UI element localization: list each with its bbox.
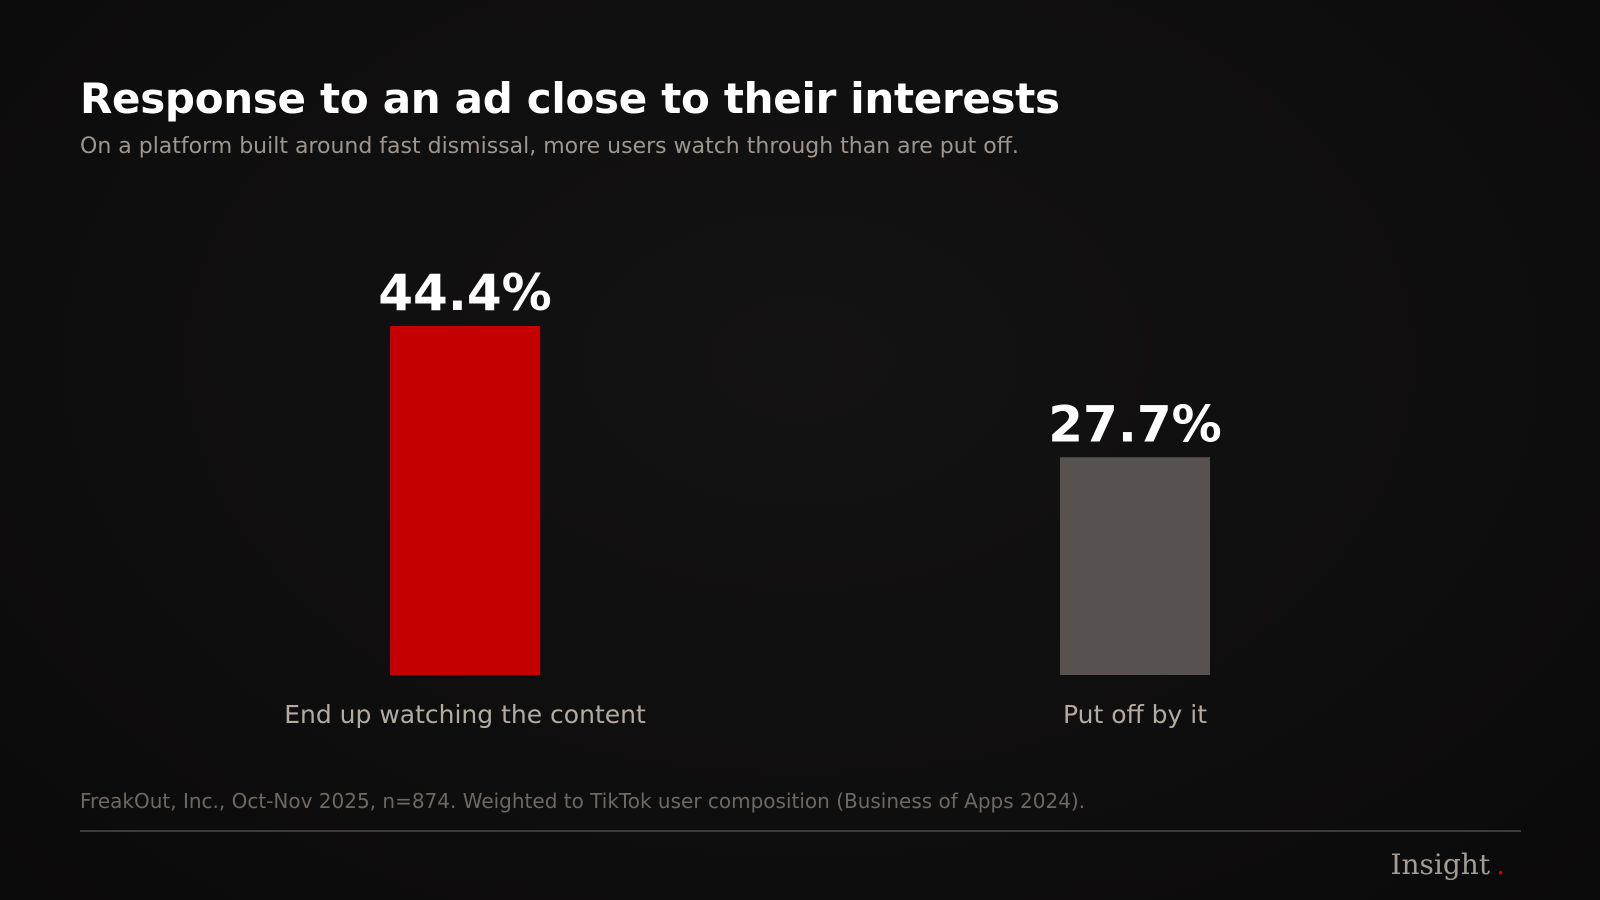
footer-divider <box>80 830 1521 832</box>
value-label-put-off-by-it: 27.7% <box>1048 395 1221 453</box>
bar-put-off-by-it <box>1060 457 1210 675</box>
category-label-end-up-watching-the-content: End up watching the content <box>284 700 646 729</box>
brand-dot: . <box>1496 848 1505 881</box>
chart-title: Response to an ad close to their interes… <box>80 74 1060 123</box>
chart-subtitle: On a platform built around fast dismissa… <box>80 134 1019 159</box>
value-label-end-up-watching-the-content: 44.4% <box>378 264 551 322</box>
category-label-put-off-by-it: Put off by it <box>1063 700 1207 729</box>
brand-name: Insight <box>1390 848 1491 881</box>
bar-end-up-watching-the-content <box>390 326 540 675</box>
brand-logo: Insight. <box>1390 848 1505 881</box>
source-note: FreakOut, Inc., Oct-Nov 2025, n=874. Wei… <box>80 789 1086 813</box>
